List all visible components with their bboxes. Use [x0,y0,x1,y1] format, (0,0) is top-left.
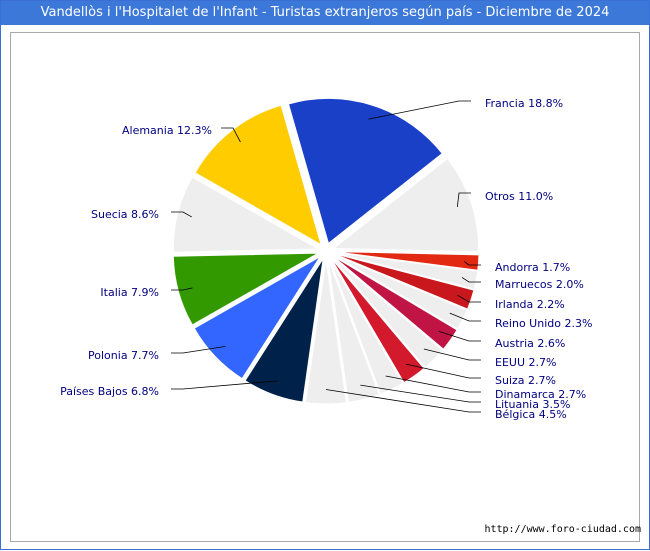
label-alemania: Alemania 12.3% [122,124,212,137]
slice-italia [172,252,319,326]
slice-irlanda [333,253,475,310]
label-reino-unido: Reino Unido 2.3% [495,317,592,330]
leader-lines [171,100,481,413]
leader-line-suiza [405,363,481,379]
label-belgica: Bélgica 4.5% [495,408,567,421]
slice-suecia [172,176,321,253]
leader-line-eeuu [423,348,481,361]
label-otros: Otros 11.0% [485,190,553,203]
label-eeuu: EEUU 2.7% [495,356,556,369]
leader-line-reino-unido [449,312,481,322]
label-italia: Italia 7.9% [100,286,159,299]
label-dinamarca: Dinamarca 2.7% [495,388,586,401]
label-andorra: Andorra 1.7% [495,261,570,274]
label-francia: Francia 18.8% [485,97,563,110]
leader-line-italia [171,287,193,291]
slice-francia [287,97,443,245]
leader-line-marruecos [461,277,481,283]
source-credit: http://www.foro-ciudad.com [484,524,641,535]
slice-marruecos [333,252,479,290]
leader-line-francia [368,100,471,120]
label-lituania: Lituania 3.5% [495,398,570,411]
leader-line-dinamarca [385,375,481,393]
leader-line-paises-bajos [171,380,278,390]
chart-title: Vandellòs i l'Hospitalet de l'Infant - T… [1,1,649,25]
label-irlanda: Irlanda 2.2% [495,298,565,311]
slice-paises-bajos [244,258,324,403]
label-polonia: Polonia 7.7% [88,349,159,362]
leader-line-austria [438,331,481,342]
leader-line-andorra [463,261,481,266]
leader-line-polonia [171,346,226,354]
leader-line-alemania [221,127,241,143]
slice-polonia [193,256,321,380]
slice-dinamarca [328,257,404,395]
label-marruecos: Marruecos 2.0% [495,278,584,291]
slice-belgica [304,258,347,405]
label-suiza: Suiza 2.7% [495,374,556,387]
slice-austria [332,255,458,350]
leader-line-irlanda [457,294,481,303]
leader-line-belgica [325,389,481,413]
slice-labels: Francia 18.8% Otros 11.0% Andorra 1.7% Marr… [60,97,592,421]
leader-line-otros [456,192,471,208]
slice-reino-unido [332,254,468,330]
slice-alemania [194,104,322,246]
label-austria: Austria 2.6% [495,337,565,350]
slice-lituania [327,258,380,403]
slice-andorra [333,251,480,271]
leader-line-suecia [171,211,192,218]
label-paises-bajos: Países Bajos 6.8% [60,385,159,398]
label-suecia: Suecia 8.6% [91,208,159,221]
leader-line-lituania [360,384,481,403]
slice-otros [332,157,480,253]
slice-eeuu [331,256,444,369]
pie-slices [172,97,480,405]
